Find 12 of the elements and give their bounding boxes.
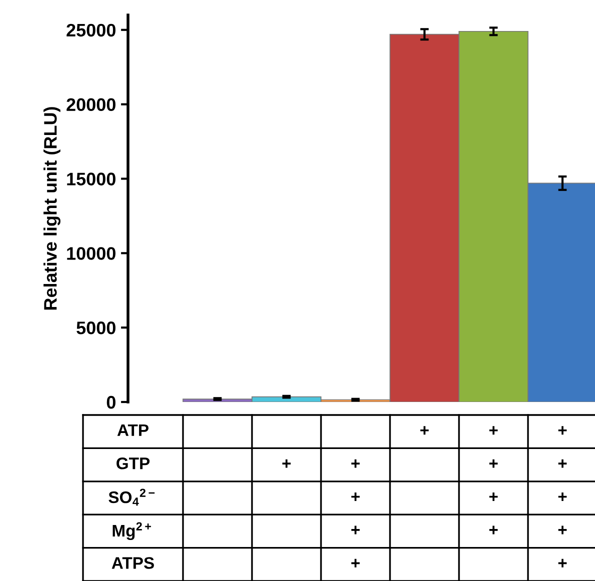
text: SO$_{4}$$^{2−}$ + + +: [108, 488, 567, 506]
y-axis-title: Relative light unit (RLU): [44, 107, 60, 310]
y-tick-label: 25000: [66, 24, 116, 37]
y-tick-label: 20000: [66, 98, 116, 112]
text: ATP + + +: [117, 424, 567, 436]
text: ATPS + +: [112, 557, 567, 569]
y-tick-label: 10000: [67, 247, 116, 260]
y-tick-label: 15000: [67, 172, 116, 186]
text: Mg$^{2+}$ + + +: [112, 522, 567, 540]
y-tick-label: 5000: [76, 322, 116, 334]
text: GTP + + + +: [116, 457, 567, 470]
y-tick-label: 0: [106, 396, 116, 409]
